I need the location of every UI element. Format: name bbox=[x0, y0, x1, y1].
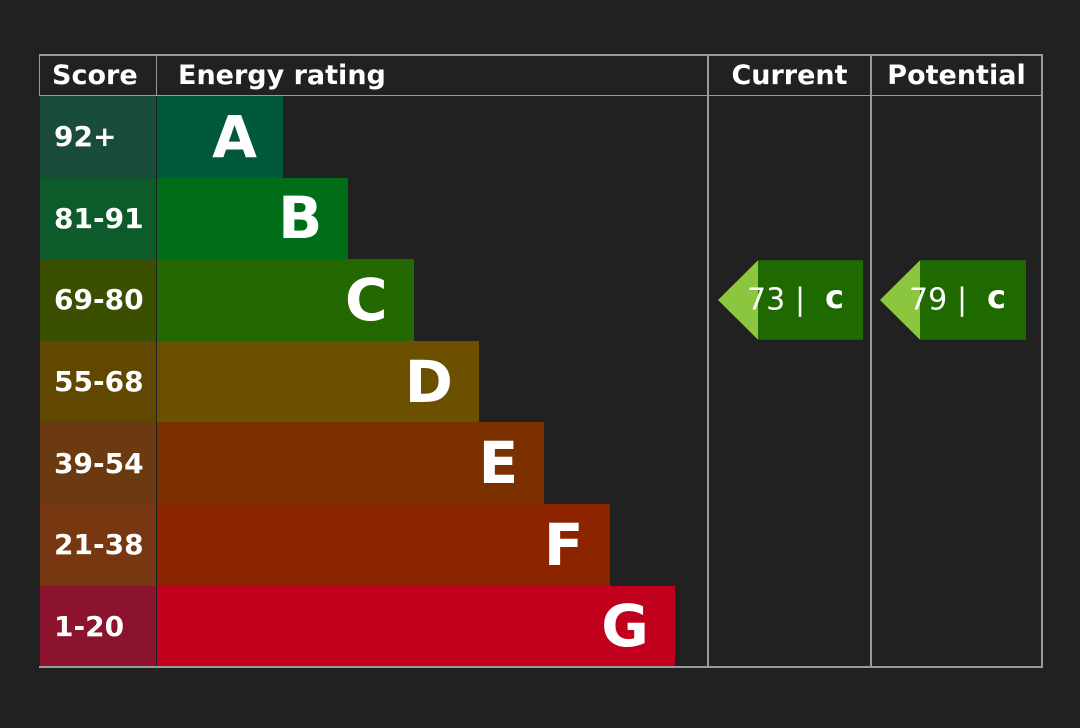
arrow-tip bbox=[880, 260, 920, 340]
border bbox=[156, 54, 157, 95]
border bbox=[39, 54, 1043, 56]
score-cell: 39-54 bbox=[40, 422, 156, 504]
score-cell: 81-91 bbox=[40, 177, 156, 260]
potential-arrow: 79 | c bbox=[880, 260, 1026, 340]
border bbox=[707, 54, 709, 668]
arrow-tip bbox=[718, 260, 758, 340]
border bbox=[39, 54, 40, 95]
header-potential: Potential bbox=[887, 60, 1026, 91]
current-arrow: 73 | c bbox=[718, 260, 863, 340]
score-cell: 1-20 bbox=[40, 585, 156, 668]
score-cell: 92+ bbox=[40, 96, 156, 178]
arrow-score: 79 bbox=[909, 283, 947, 318]
rating-bar: B bbox=[157, 177, 349, 260]
score-cell: 55-68 bbox=[40, 340, 156, 423]
arrow-letter: c bbox=[987, 278, 1006, 316]
border bbox=[1041, 54, 1043, 668]
arrow-body bbox=[758, 260, 863, 340]
arrow-separator: | bbox=[795, 283, 805, 318]
header-current: Current bbox=[731, 60, 848, 91]
arrow-letter: c bbox=[825, 278, 844, 316]
rating-bar: D bbox=[157, 340, 479, 423]
border bbox=[39, 95, 1043, 96]
score-cell: 69-80 bbox=[40, 259, 156, 341]
rating-bar: F bbox=[157, 504, 610, 586]
border bbox=[39, 666, 1043, 668]
arrow-body bbox=[920, 260, 1026, 340]
arrow-separator: | bbox=[957, 283, 967, 318]
header-rating: Energy rating bbox=[178, 60, 386, 91]
border bbox=[870, 54, 872, 668]
rating-bar: E bbox=[157, 422, 545, 504]
rating-bar: C bbox=[157, 259, 414, 341]
rating-bar: G bbox=[157, 585, 675, 668]
score-cell: 21-38 bbox=[40, 504, 156, 586]
arrow-score: 73 bbox=[747, 283, 785, 318]
header-score: Score bbox=[52, 60, 138, 91]
rating-bar: A bbox=[157, 96, 283, 178]
